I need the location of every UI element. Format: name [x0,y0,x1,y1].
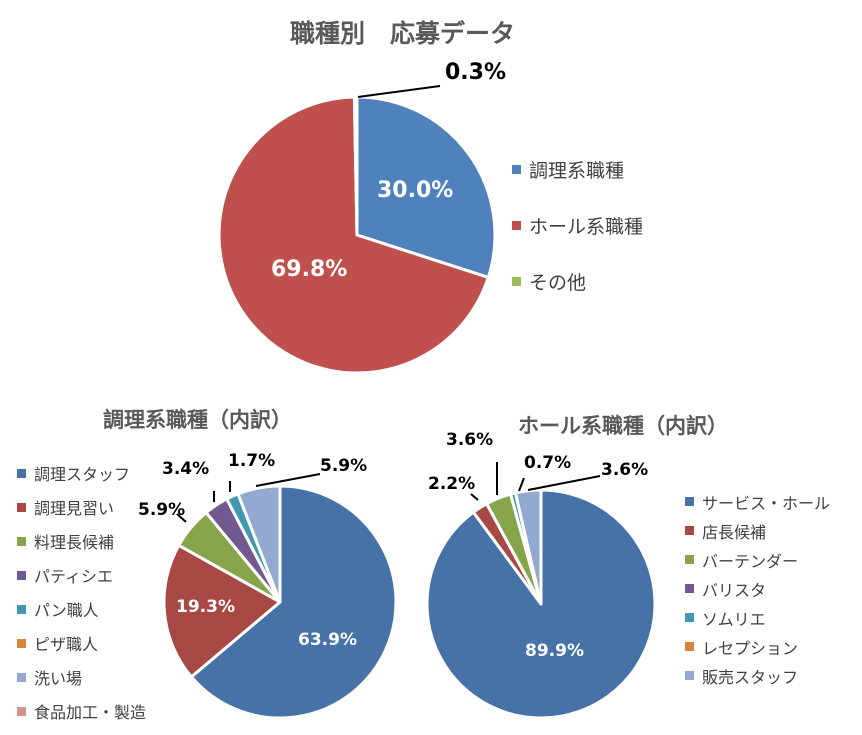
chart-title-cooking: 調理系職種（内訳） [103,408,292,432]
pie-slice-2-6 [513,488,543,606]
leader-line [527,475,601,491]
legend-label: ピザ職人 [34,635,99,654]
pie-slice-1-6 [236,484,282,604]
data-label: 1.7% [228,451,276,471]
legend-item: サービス・ホール [685,487,830,516]
data-label: 19.3% [176,597,235,617]
legend-item: その他 [512,253,643,309]
legend-label: 調理系職種 [529,159,625,182]
legend-label: バリスタ [702,580,767,600]
leader-line [470,493,479,501]
data-label: 69.8% [271,257,348,282]
legend-label: パティシエ [34,567,114,586]
data-label: 30.0% [377,178,454,203]
legend-item: 販売スタッフ [685,661,830,690]
legend-1: 調理スタッフ 調理見習い料理長候補パティシエパン職人ピザ職人洗い場食品加工・製造 [17,456,146,728]
pie-slice-0-2 [352,95,359,237]
legend-item: 洗い場 [17,660,146,694]
legend-label: 調理スタッフ [34,465,131,484]
legend-swatch [685,526,694,535]
data-label: 2.2% [428,474,476,494]
legend-label: ホール系職種 [529,215,644,238]
legend-swatch [17,672,26,682]
leader-line [357,85,441,98]
legend-item: 調理見習い [17,490,146,524]
legend-swatch [685,555,694,564]
data-label: 3.4% [162,459,210,479]
data-label: 63.9% [298,630,357,650]
legend-swatch [685,613,694,622]
legend-swatch [685,642,694,651]
legend-label: ソムリエ [702,609,766,629]
legend-swatch [512,276,521,286]
legend-item: パン職人 [17,592,146,626]
legend-swatch [17,468,26,478]
data-label: 89.9% [525,641,584,661]
legend-label: 食品加工・製造 [34,703,147,722]
legend-item: レセプション [685,632,830,661]
legend-item: 店長候補 [685,516,830,545]
legend-0: 調理系職種ホール系職種 その他 [512,141,643,309]
legend-label: その他 [529,271,587,294]
legend-2: サービス・ホール 店長候補バーテンダー バリスタソムリエレセプション 販売スタッフ [685,487,830,690]
legend-label: パン職人 [34,601,99,620]
chart-title-main: 職種別 応募データ [290,19,516,48]
legend-item: 食品加工・製造 [17,694,146,728]
pie-slice-1-1 [162,543,282,679]
leader-line [518,477,525,492]
legend-item: 料理長候補 [17,524,146,558]
legend-item: バリスタ [685,574,830,603]
data-label: 5.9% [138,500,186,520]
legend-swatch [512,220,521,230]
legend-label: 洗い場 [34,669,83,688]
pie-slice-0-0 [355,95,497,279]
data-label: 3.6% [446,430,494,450]
legend-label: レセプション [702,638,799,658]
legend-label: 店長候補 [702,522,767,542]
legend-label: サービス・ホール [702,493,831,513]
legend-label: バーテンダー [702,551,799,571]
legend-item: 調理系職種 [512,141,643,197]
leader-line [255,473,321,487]
data-label: 0.7% [524,453,572,473]
pie-slice-1-0 [189,484,398,720]
legend-swatch [685,671,694,680]
legend-label: 調理見習い [34,499,115,518]
legend-swatch [17,502,26,512]
data-label: 0.3% [445,60,507,85]
pie-slice-2-0 [425,488,657,720]
legend-swatch [685,584,694,593]
data-label: 5.9% [320,456,368,476]
legend-swatch [17,604,26,614]
legend-label: 料理長候補 [34,533,115,552]
legend-item: バーテンダー [685,545,830,574]
legend-swatch [17,570,26,580]
legend-item: パティシエ [17,558,146,592]
legend-item: ホール系職種 [512,197,643,253]
legend-item: 調理スタッフ [17,456,146,490]
pie-slice-0-1 [217,95,490,375]
chart-title-hall: ホール系職種（内訳） [518,414,728,438]
legend-swatch [685,497,694,506]
legend-label: 販売スタッフ [702,667,799,687]
legend-swatch [17,638,26,648]
leader-line [176,513,187,523]
legend-swatch [512,164,521,174]
legend-swatch [17,706,26,716]
legend-item: ピザ職人 [17,626,146,660]
data-label: 3.6% [601,460,649,480]
legend-item: ソムリエ [685,603,830,632]
legend-swatch [17,536,26,546]
